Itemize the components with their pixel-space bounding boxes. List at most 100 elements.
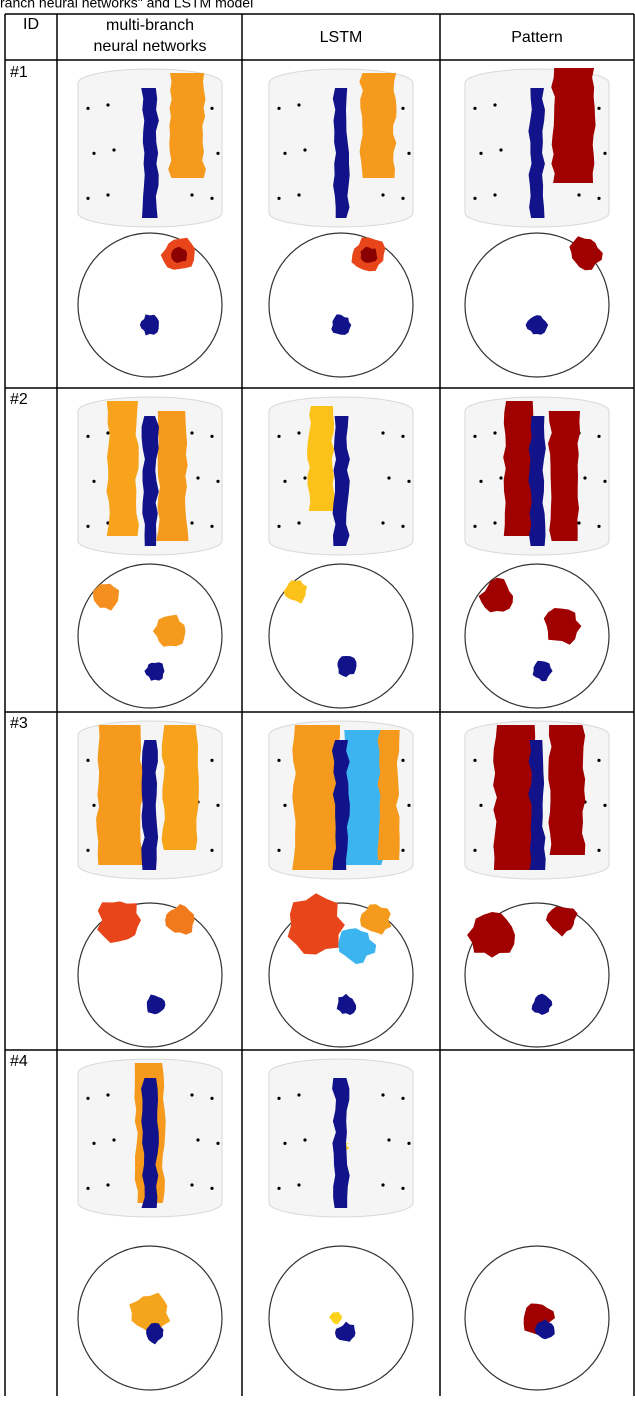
sensor-dot bbox=[597, 197, 600, 200]
sensor-dot bbox=[277, 197, 280, 200]
sensor-dot bbox=[499, 148, 502, 151]
sensor-dot bbox=[401, 849, 404, 852]
cross-section bbox=[78, 233, 222, 377]
sensor-dot bbox=[479, 480, 482, 483]
blob bbox=[292, 725, 340, 870]
blob bbox=[168, 73, 206, 178]
sensor-dot bbox=[283, 480, 286, 483]
sensor-dot bbox=[190, 193, 193, 196]
core bbox=[338, 656, 357, 677]
sensor-dot bbox=[381, 431, 384, 434]
sensor-dot bbox=[86, 197, 89, 200]
sensor-dot bbox=[112, 1138, 115, 1141]
sensor-dot bbox=[603, 152, 606, 155]
sensor-dot bbox=[473, 759, 476, 762]
blob bbox=[307, 406, 334, 511]
sensor-dot bbox=[297, 193, 300, 196]
sensor-dot bbox=[493, 521, 496, 524]
sensor-dot bbox=[387, 476, 390, 479]
sensor-dot bbox=[210, 849, 213, 852]
sensor-dot bbox=[210, 107, 213, 110]
sensor-dot bbox=[190, 431, 193, 434]
sensor-dot bbox=[277, 435, 280, 438]
blob bbox=[162, 725, 199, 850]
sensor-dot bbox=[499, 476, 502, 479]
sensor-dot bbox=[86, 525, 89, 528]
sensor-dot bbox=[92, 804, 95, 807]
sensor-dot bbox=[597, 849, 600, 852]
sensor-dot bbox=[190, 521, 193, 524]
sensor-dot bbox=[190, 1183, 193, 1186]
sensor-dot bbox=[407, 480, 410, 483]
sensor-dot bbox=[597, 107, 600, 110]
sensor-dot bbox=[277, 107, 280, 110]
sensor-dot bbox=[603, 480, 606, 483]
sensor-dot bbox=[401, 1187, 404, 1190]
sensor-dot bbox=[86, 849, 89, 852]
sensor-dot bbox=[381, 193, 384, 196]
sensor-dot bbox=[277, 525, 280, 528]
figure-table: ranch neural networks" and LSTM model ID… bbox=[0, 0, 635, 1396]
sensor-dot bbox=[473, 525, 476, 528]
sensor-dot bbox=[297, 103, 300, 106]
sensor-dot bbox=[597, 435, 600, 438]
sensor-dot bbox=[401, 1097, 404, 1100]
sensor-dot bbox=[297, 1183, 300, 1186]
sensor-dot bbox=[112, 148, 115, 151]
sensor-dot bbox=[303, 148, 306, 151]
sensor-dot bbox=[407, 804, 410, 807]
sensor-dot bbox=[106, 1183, 109, 1186]
sensor-dot bbox=[407, 152, 410, 155]
blob bbox=[548, 725, 585, 855]
blob bbox=[156, 411, 188, 541]
sensor-dot bbox=[303, 476, 306, 479]
row-id: #1 bbox=[10, 64, 28, 81]
sensor-dot bbox=[401, 435, 404, 438]
cross-section bbox=[78, 903, 222, 1047]
blob bbox=[551, 68, 595, 183]
sensor-dot bbox=[210, 1097, 213, 1100]
sensor-dot bbox=[381, 521, 384, 524]
sensor-dot bbox=[381, 1093, 384, 1096]
sensor-dot bbox=[86, 1097, 89, 1100]
header-cell: neural networks bbox=[94, 38, 207, 55]
sensor-dot bbox=[106, 103, 109, 106]
sensor-dot bbox=[283, 1142, 286, 1145]
sensor-dot bbox=[216, 1142, 219, 1145]
sensor-dot bbox=[210, 759, 213, 762]
sensor-dot bbox=[216, 152, 219, 155]
sensor-dot bbox=[277, 1187, 280, 1190]
sensor-dot bbox=[401, 197, 404, 200]
sensor-dot bbox=[473, 435, 476, 438]
sensor-dot bbox=[297, 521, 300, 524]
sensor-dot bbox=[387, 1138, 390, 1141]
sensor-dot bbox=[401, 107, 404, 110]
row-id: #4 bbox=[10, 1053, 28, 1070]
sensor-dot bbox=[106, 1093, 109, 1096]
sensor-dot bbox=[210, 435, 213, 438]
sensor-dot bbox=[493, 431, 496, 434]
sensor-dot bbox=[210, 197, 213, 200]
sensor-dot bbox=[597, 525, 600, 528]
blob bbox=[96, 725, 144, 865]
row-id: #3 bbox=[10, 715, 28, 732]
sensor-dot bbox=[401, 525, 404, 528]
core bbox=[141, 740, 158, 870]
sensor-dot bbox=[597, 759, 600, 762]
sensor-dot bbox=[277, 759, 280, 762]
blob bbox=[106, 401, 138, 536]
sensor-dot bbox=[196, 1138, 199, 1141]
sensor-dot bbox=[479, 804, 482, 807]
sensor-dot bbox=[86, 759, 89, 762]
page: ranch neural networks" and LSTM model ID… bbox=[0, 0, 635, 1396]
sensor-dot bbox=[473, 197, 476, 200]
sensor-dot bbox=[493, 103, 496, 106]
header-cell: Pattern bbox=[511, 29, 563, 46]
sensor-dot bbox=[92, 1142, 95, 1145]
sensor-dot bbox=[473, 107, 476, 110]
sensor-dot bbox=[86, 1187, 89, 1190]
sensor-dot bbox=[196, 476, 199, 479]
sensor-dot bbox=[577, 193, 580, 196]
blob bbox=[378, 730, 400, 860]
sensor-dot bbox=[283, 152, 286, 155]
